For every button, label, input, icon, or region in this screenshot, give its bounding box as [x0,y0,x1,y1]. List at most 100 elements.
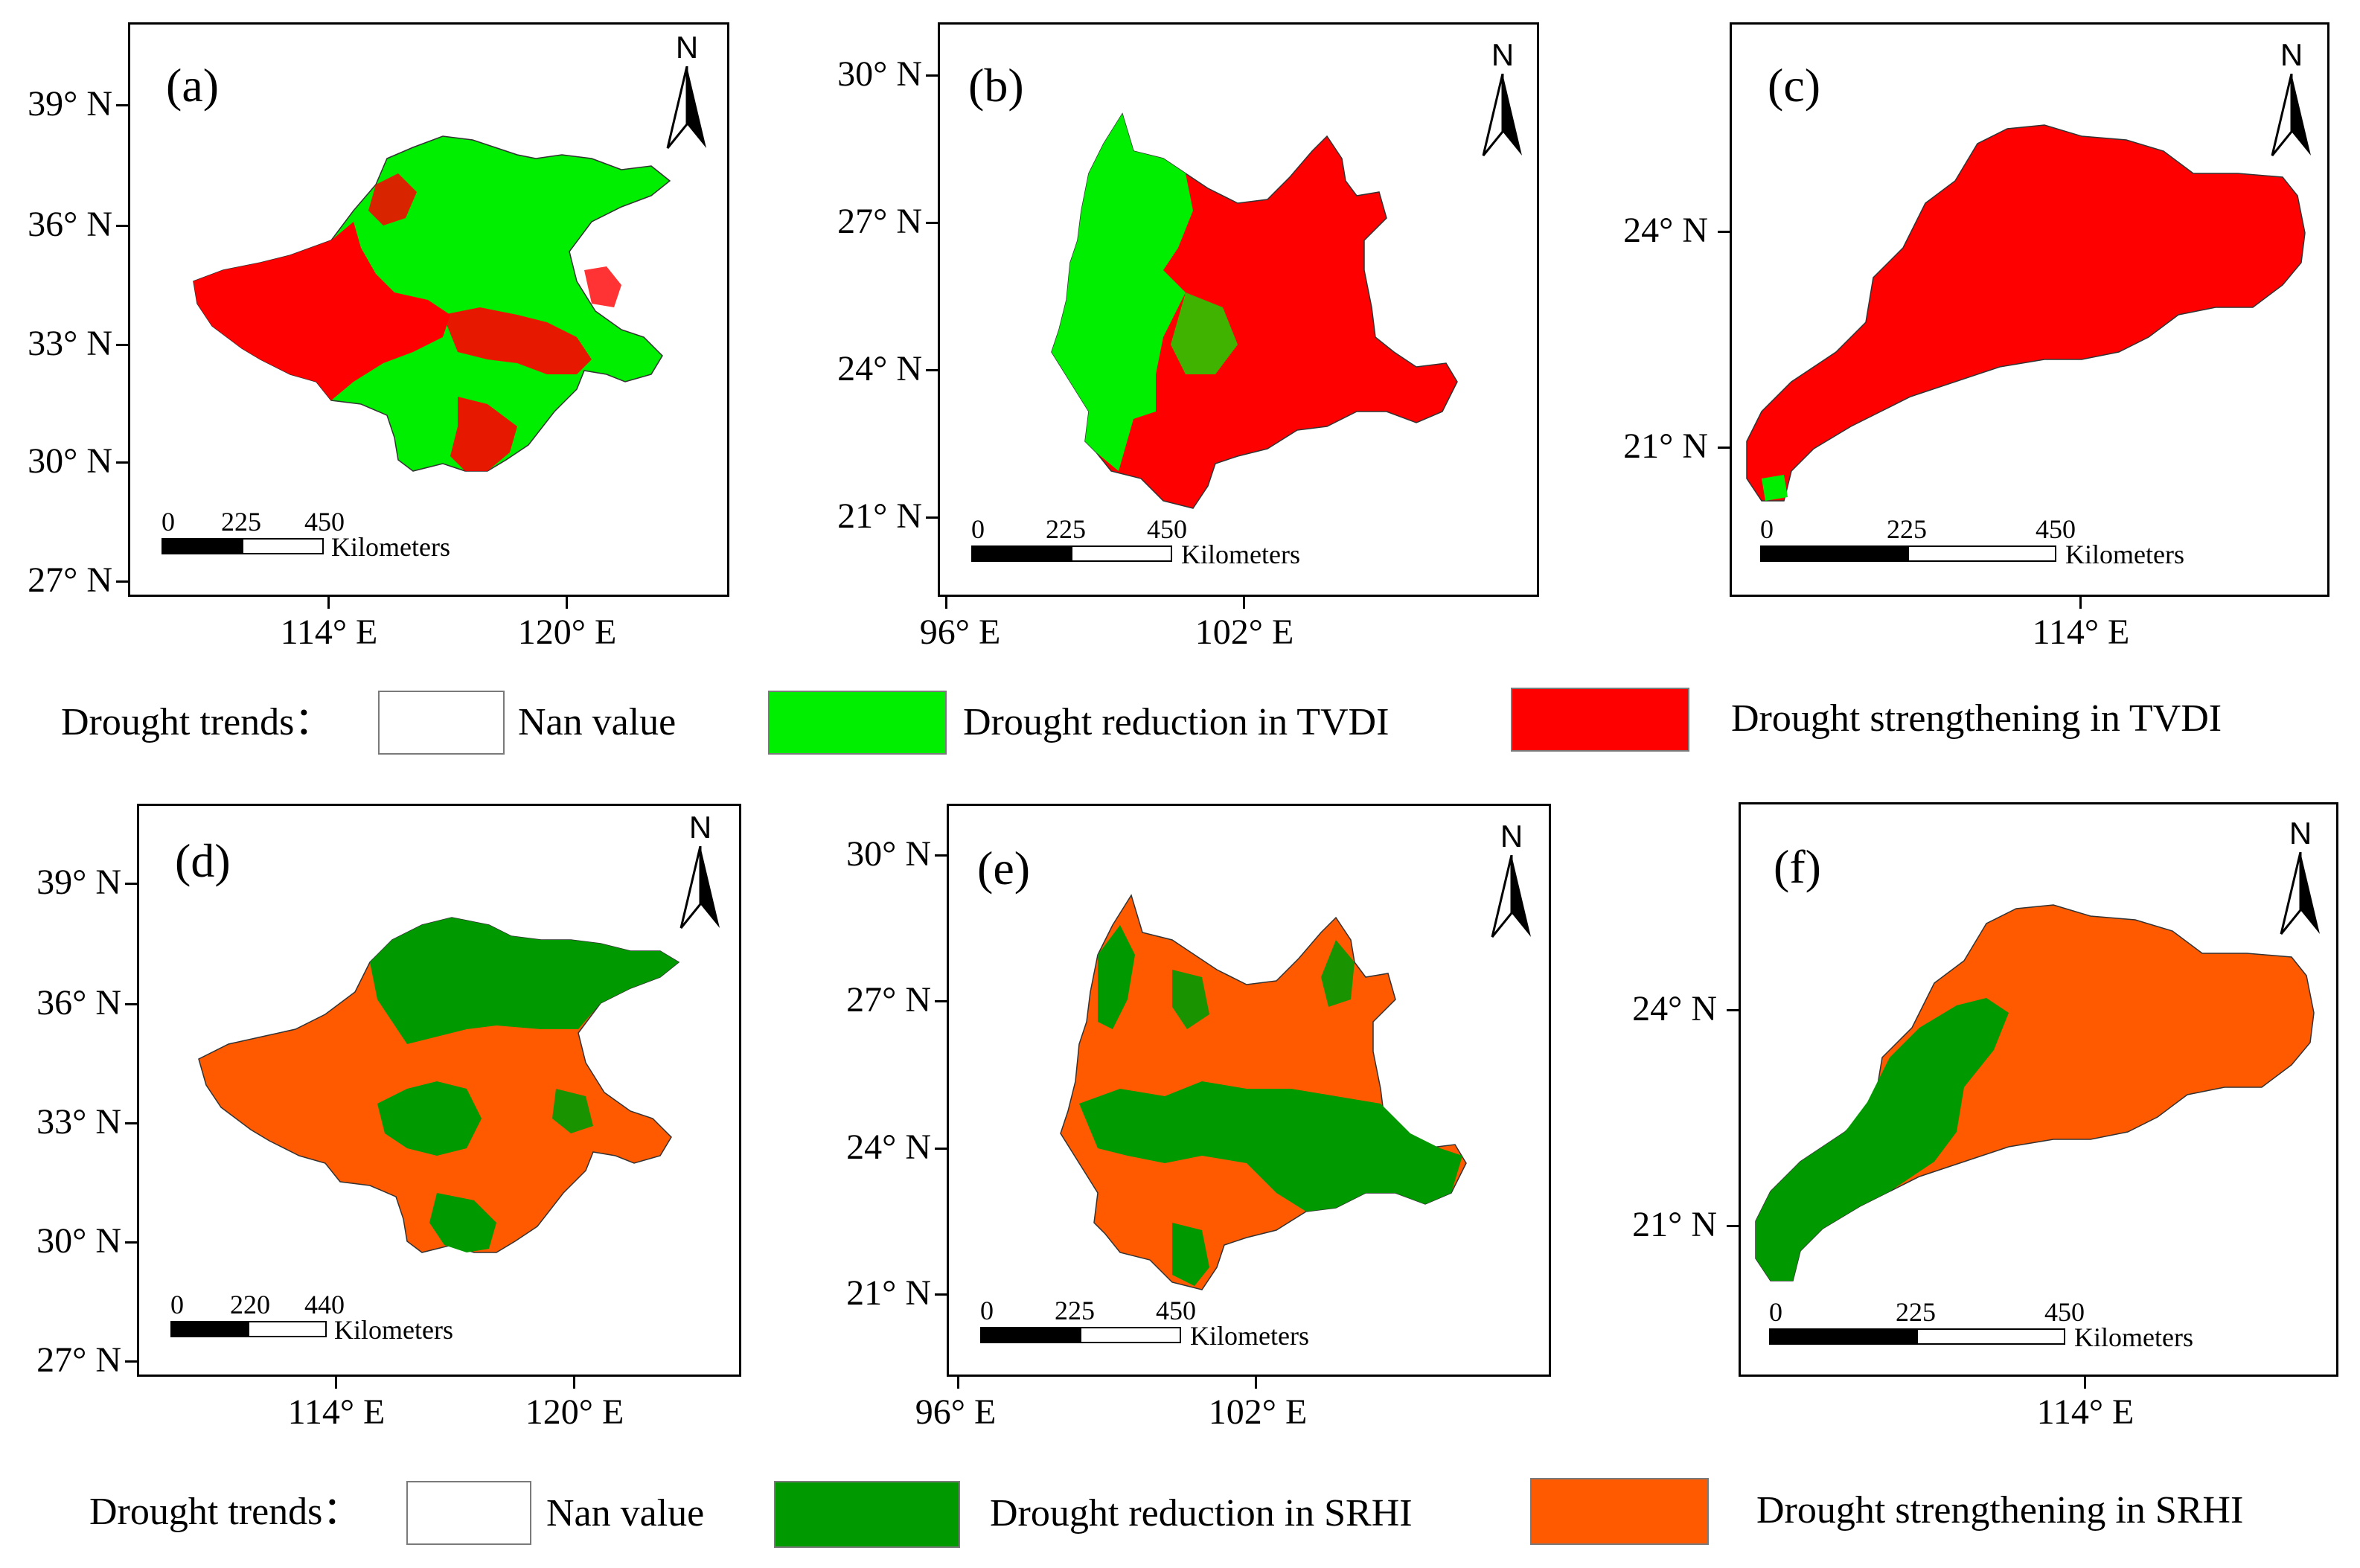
scale-segment-white [1080,1327,1181,1343]
y-tick-label: 21° N [1623,426,1708,466]
x-tick-label: 102° E [1208,1392,1308,1432]
legend-swatch-strengthening-tvdi [1511,688,1689,752]
y-tick-mark [116,104,128,106]
x-tick-label: 114° E [287,1392,386,1432]
north-letter-e: N [1500,819,1523,854]
scale-bar-f: 0 225 450 Kilometers [1769,1299,2335,1358]
scale-segment-white [242,538,324,554]
x-tick-mark [2079,597,2082,609]
scale-tick: 225 [1896,1297,1936,1327]
north-arrow-d: N [671,812,730,938]
y-tick-label: 27° N [837,202,922,241]
scale-tick: 450 [304,507,345,537]
y-tick-mark [935,1000,947,1002]
y-tick-mark [935,854,947,857]
panel-label-a: (a) [166,59,220,112]
scale-bar-e: 0 225 450 Kilometers [980,1297,1330,1357]
region-map-f [1755,904,2315,1281]
scale-segment-black [1769,1328,1918,1345]
y-tick-label: 24° N [1632,989,1717,1028]
scale-tick: 450 [1147,514,1187,544]
scale-segment-white [1071,545,1172,562]
north-arrow-icon [679,846,720,929]
north-arrow-c: N [2262,39,2321,166]
y-tick-label: 33° N [28,324,112,363]
y-tick-label: 36° N [28,205,112,244]
map-panel-c: (c) N 0 225 450 Kilometers [1730,22,2329,597]
region-e-green-ne [1321,940,1355,1007]
x-tick-label: 120° E [517,612,617,652]
panel-label-c: (c) [1768,59,1821,112]
scale-bar-a: 0 225 450 Kilometers [162,508,511,568]
y-tick-mark [926,74,938,77]
panel-label-e: (e) [977,842,1031,895]
x-tick-mark [1255,1377,1257,1389]
scale-tick: 225 [221,507,261,537]
x-tick-mark [1243,597,1245,609]
region-d-green-east [552,1089,593,1133]
map-panel-a: (a) N 0 225 450 Kilometers [128,22,729,597]
north-arrow-icon [2271,74,2311,156]
scale-tick: 450 [2036,514,2076,544]
scale-tick: 0 [980,1296,994,1325]
scale-tick: 0 [971,514,985,544]
x-tick-label: 114° E [280,612,378,652]
legend-swatch-reduction-srhi [774,1481,960,1548]
scale-unit: Kilometers [1190,1321,1309,1351]
y-tick-label: 30° N [36,1221,121,1261]
x-tick-label: 120° E [525,1392,624,1432]
y-tick-mark [1718,447,1730,449]
scale-tick: 0 [1760,514,1774,544]
legend-swatch-nan-srhi [406,1481,531,1545]
scale-segment-black [980,1327,1081,1343]
x-tick-label: 96° E [919,612,1001,652]
map-panel-d: (d) N 0 220 440 Kilometers [137,804,741,1377]
region-a-red-center [443,307,592,374]
y-tick-mark [1718,231,1730,233]
region-f-orange [1755,904,2315,1281]
region-map-e [1060,894,1467,1290]
x-tick-label: 114° E [2036,1392,2134,1432]
y-tick-label: 21° N [837,496,922,536]
north-letter-f: N [2289,816,2312,851]
x-tick-mark [945,597,947,609]
scale-tick: 225 [1046,514,1086,544]
scale-unit: Kilometers [334,1315,453,1345]
scale-tick: 220 [230,1290,270,1319]
north-letter-d: N [688,810,712,845]
scale-bar-c: 0 225 450 Kilometers [1760,516,2326,575]
map-panel-b: (b) N 0 225 450 Kilometers [938,22,1539,597]
y-tick-label: 39° N [28,84,112,124]
x-tick-mark [2084,1377,2086,1389]
panel-label-f: (f) [1774,840,1821,893]
north-arrow-b: N [1473,39,1532,166]
y-tick-label: 21° N [1632,1205,1717,1244]
y-tick-label: 27° N [36,1340,121,1380]
scale-bar-b: 0 225 450 Kilometers [971,516,1321,575]
panel-label-d: (d) [175,834,231,887]
x-tick-mark [335,1377,337,1389]
region-map-d [198,917,680,1253]
y-tick-label: 24° N [1623,211,1708,250]
panel-label-b: (b) [968,59,1024,112]
y-tick-label: 24° N [846,1127,931,1167]
region-map-a [193,135,671,472]
y-tick-mark [116,225,128,227]
region-c-green-patch [1762,475,1788,501]
y-tick-label: 30° N [846,834,931,874]
x-tick-label: 96° E [915,1392,997,1432]
y-tick-mark [935,1148,947,1150]
region-map-c [1746,124,2306,502]
region-d-green-north [370,918,679,1044]
y-tick-mark [1727,1009,1739,1011]
scale-unit: Kilometers [2065,540,2184,569]
north-letter-b: N [1491,37,1515,72]
y-tick-mark [926,222,938,224]
y-tick-label: 27° N [28,560,112,600]
y-tick-label: 21° N [846,1273,931,1313]
region-a-red-north [368,173,417,225]
scale-tick: 450 [2044,1297,2085,1327]
region-e-green-band [1079,1081,1462,1212]
scale-tick: 225 [1055,1296,1095,1325]
scale-segment-black [971,545,1072,562]
